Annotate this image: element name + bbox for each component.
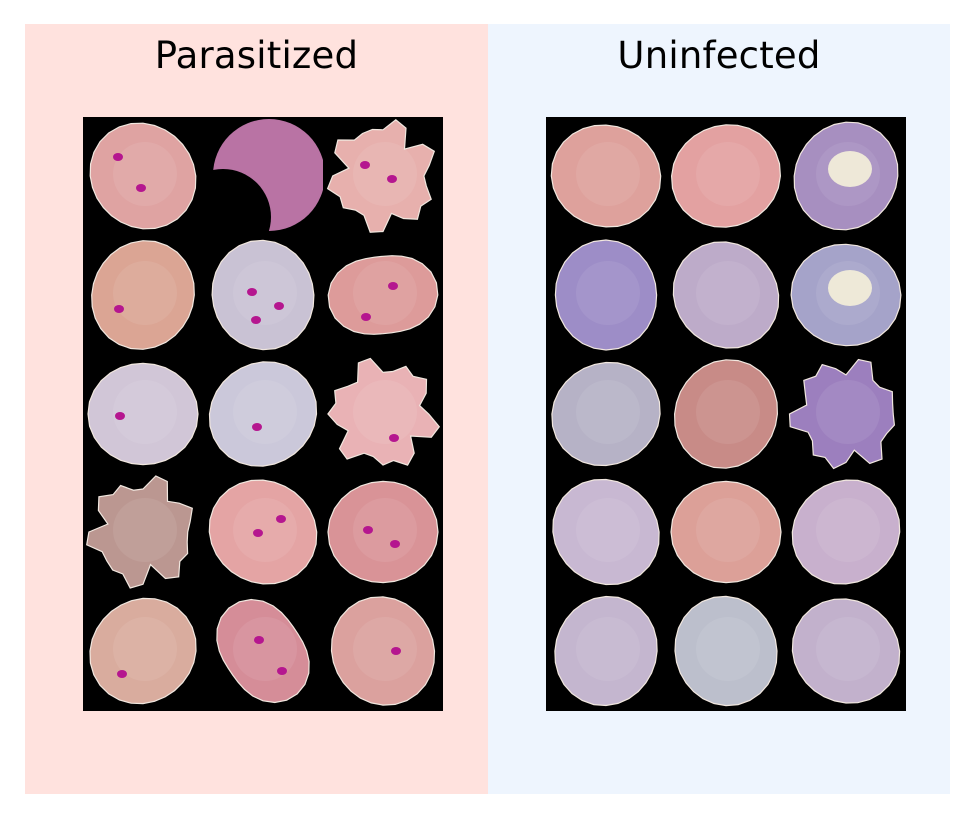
parasitized-cell-mosaic xyxy=(83,117,443,711)
blood-cell-image xyxy=(83,117,203,236)
parasitized-panel: Parasitized xyxy=(25,24,488,794)
blood-cell-image xyxy=(546,355,666,474)
blood-cell-image xyxy=(666,355,786,474)
blood-cell-image xyxy=(83,592,203,711)
blood-cell-image xyxy=(546,592,666,711)
panel-title-parasitized: Parasitized xyxy=(154,34,359,77)
blood-cell-image xyxy=(203,473,323,592)
blood-cell-image xyxy=(666,117,786,236)
blood-cell-image xyxy=(546,473,666,592)
blood-cell-image xyxy=(83,355,203,474)
blood-cell-image xyxy=(323,236,443,355)
blood-cell-image xyxy=(323,592,443,711)
uninfected-panel: Uninfected xyxy=(488,24,950,794)
blood-cell-image xyxy=(323,473,443,592)
blood-cell-image xyxy=(323,117,443,236)
blood-cell-image xyxy=(666,592,786,711)
blood-cell-image xyxy=(323,355,443,474)
blood-cell-image xyxy=(786,592,906,711)
blood-cell-image xyxy=(546,236,666,355)
blood-cell-image xyxy=(666,473,786,592)
blood-cell-image xyxy=(203,236,323,355)
blood-cell-image xyxy=(546,117,666,236)
blood-cell-image xyxy=(83,473,203,592)
blood-cell-image xyxy=(203,592,323,711)
blood-cell-image xyxy=(786,473,906,592)
uninfected-cell-mosaic xyxy=(546,117,906,711)
blood-cell-image xyxy=(786,117,906,236)
panel-title-uninfected: Uninfected xyxy=(617,34,821,77)
blood-cell-image xyxy=(203,117,323,236)
blood-cell-image xyxy=(666,236,786,355)
blood-cell-image xyxy=(786,236,906,355)
blood-cell-image xyxy=(203,355,323,474)
blood-cell-image xyxy=(786,355,906,474)
blood-cell-image xyxy=(83,236,203,355)
